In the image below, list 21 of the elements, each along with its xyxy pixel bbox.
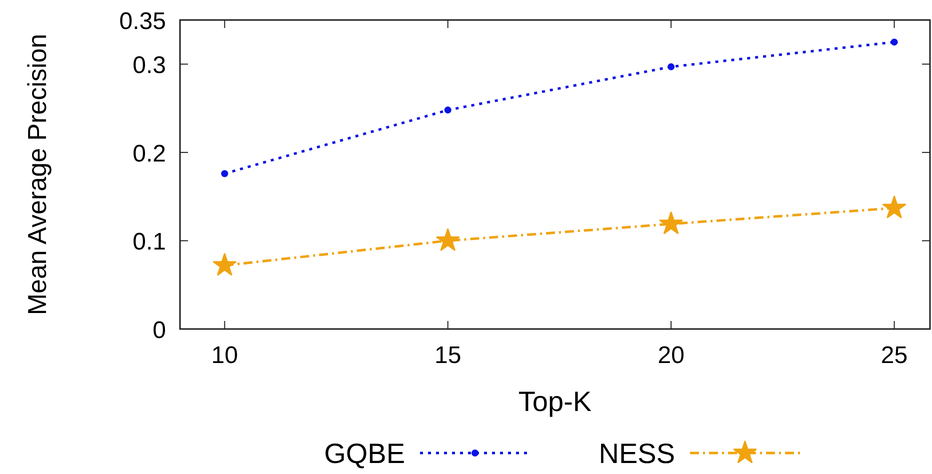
y-tick-label: 0.2 (132, 140, 166, 168)
y-tick-label: 0.3 (132, 52, 166, 80)
y-tick-label: 0.1 (132, 228, 166, 256)
point (444, 106, 452, 114)
y-tick-label: 0.35 (119, 8, 166, 35)
y-tick-label: 0 (152, 317, 166, 344)
legend-label: NESS (598, 438, 675, 469)
y-axis-title: Mean Average Precision (22, 34, 52, 316)
x-tick-label: 20 (658, 342, 684, 369)
x-tick-label: 15 (434, 342, 462, 369)
legend-label: GQBE (324, 438, 405, 469)
point (668, 63, 675, 70)
point (221, 170, 228, 178)
x-tick-label: 10 (211, 342, 238, 369)
point (436, 228, 460, 251)
point (882, 196, 906, 218)
point (659, 212, 683, 234)
point (212, 253, 236, 276)
point (890, 38, 898, 46)
x-tick-label: 25 (880, 342, 908, 369)
x-axis-title: Top-K (518, 386, 592, 417)
